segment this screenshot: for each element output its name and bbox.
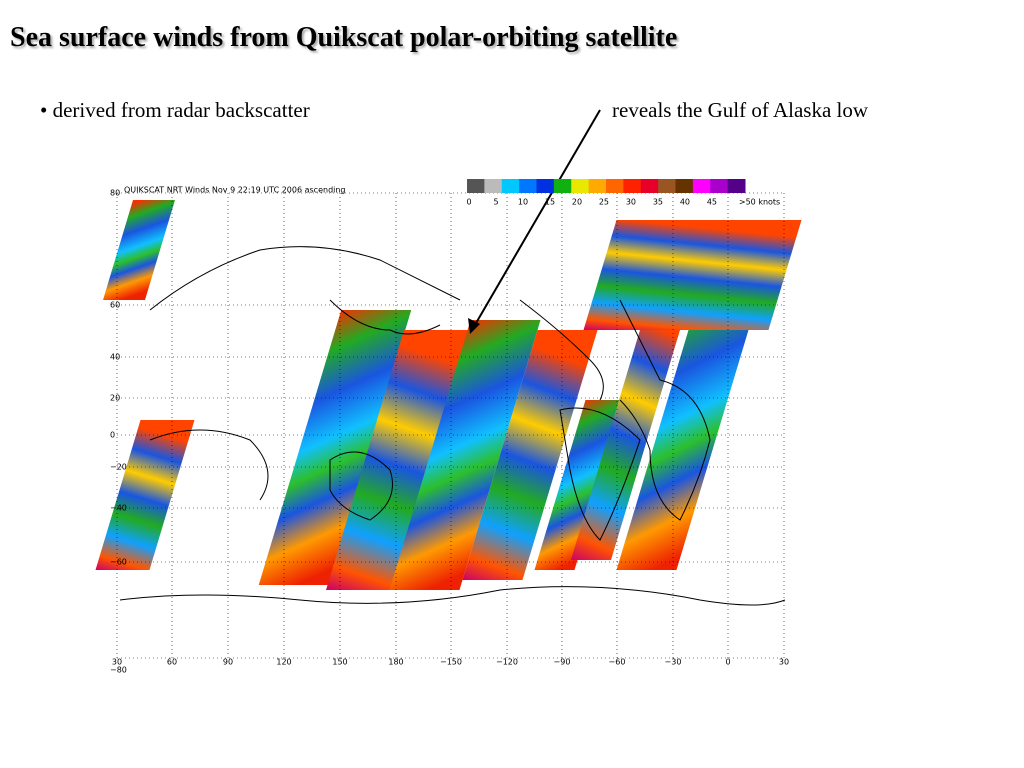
- lon-label: 30: [112, 658, 122, 667]
- lon-label: −60: [609, 658, 626, 667]
- slide-title: Sea surface winds from Quikscat polar-or…: [10, 22, 678, 53]
- lat-label: −40: [110, 504, 127, 513]
- wind-swath: [571, 300, 689, 560]
- colorbar: 0 5 10 15 20 25 30 35 40 45 >50 knots: [466, 179, 780, 207]
- colorbar-label: 0: [466, 198, 471, 207]
- wind-swath: [462, 330, 598, 580]
- wind-swath: [258, 310, 412, 585]
- colorbar-swatch: [675, 179, 694, 193]
- colorbar-label: 25: [599, 198, 609, 207]
- colorbar-label: >50 knots: [739, 198, 780, 207]
- colorbar-label: 45: [707, 198, 717, 207]
- lon-label: −120: [496, 658, 518, 667]
- wind-swath: [389, 320, 541, 590]
- bullet: derived from radar backscatter: [40, 98, 310, 123]
- colorbar-swatch: [571, 179, 590, 193]
- lat-label: −60: [110, 558, 127, 567]
- lon-label: −90: [554, 658, 571, 667]
- lat-label: 80: [110, 189, 120, 198]
- wind-swath: [583, 220, 802, 330]
- colorbar-swatch: [658, 179, 676, 193]
- lat-label: −20: [110, 463, 127, 472]
- colorbar-swatch: [588, 179, 607, 193]
- annotation-arrow: [471, 109, 601, 331]
- wind-swath: [95, 420, 195, 570]
- lat-label: −80: [110, 666, 127, 675]
- wind-swath: [103, 200, 175, 300]
- annotation: reveals the Gulf of Alaska low: [612, 98, 869, 122]
- lon-label: 60: [167, 658, 177, 667]
- wind-swath: [616, 280, 764, 570]
- lon-label: 180: [388, 658, 403, 667]
- wind-swaths: [95, 200, 802, 590]
- map-header: QUIKSCAT NRT Winds Nov 9 22:19 UTC 2006 …: [124, 186, 346, 195]
- colorbar-swatch: [640, 179, 659, 193]
- colorbar-swatch: [536, 179, 555, 193]
- arrow-head: [468, 318, 480, 334]
- lon-label: 150: [332, 658, 347, 667]
- lon-label: 90: [223, 658, 233, 667]
- colorbar-swatch: [501, 179, 520, 193]
- wind-swath: [534, 400, 626, 570]
- colorbar-swatch: [710, 179, 729, 193]
- lat-label: 60: [110, 301, 120, 310]
- lon-label: 120: [276, 658, 291, 667]
- colorbar-swatch: [484, 179, 503, 193]
- colorbar-label: 20: [572, 198, 582, 207]
- lat-label: 0: [110, 431, 115, 440]
- colorbar-label: 40: [680, 198, 690, 207]
- colorbar-swatch: [623, 179, 642, 193]
- colorbar-swatch: [606, 179, 624, 193]
- colorbar-label: 5: [493, 198, 498, 207]
- colorbar-swatch: [553, 179, 572, 193]
- colorbar-label: 30: [626, 198, 636, 207]
- lon-label: 0: [725, 658, 730, 667]
- colorbar-swatch: [519, 179, 537, 193]
- colorbar-swatch: [727, 179, 746, 193]
- coastlines: [119, 246, 786, 606]
- lat-label: 20: [110, 394, 120, 403]
- lon-label: −30: [665, 658, 682, 667]
- lat-label: 40: [110, 353, 120, 362]
- lon-label: 30: [779, 658, 789, 667]
- colorbar-label: 35: [653, 198, 663, 207]
- lon-label: −150: [440, 658, 462, 667]
- colorbar-label: 10: [518, 198, 528, 207]
- colorbar-swatch: [467, 179, 485, 193]
- wind-swath: [326, 330, 479, 590]
- colorbar-label: 15: [545, 198, 555, 207]
- colorbar-swatch: [692, 179, 711, 193]
